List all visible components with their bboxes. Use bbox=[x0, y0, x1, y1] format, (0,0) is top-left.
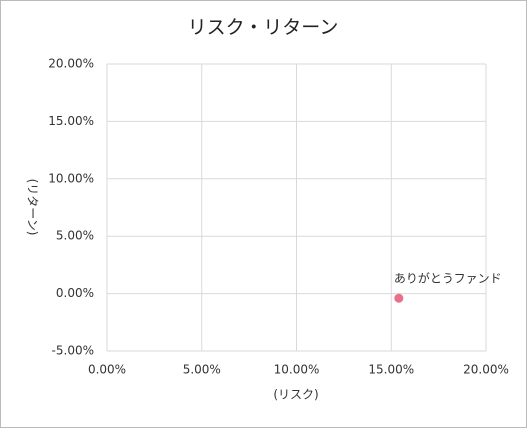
x-tick-label: 10.00% bbox=[274, 363, 320, 377]
point bbox=[394, 293, 404, 303]
y-tick-label: 15.00% bbox=[48, 114, 94, 128]
y-tick-label: 20.00% bbox=[48, 57, 94, 71]
data-label: ありがとうファンド bbox=[394, 271, 502, 286]
x-tick-label: 5.00% bbox=[183, 363, 221, 377]
x-axis-label: (リスク) bbox=[273, 388, 318, 402]
y-tick-label: -5.00% bbox=[52, 344, 94, 358]
y-tick-label: 0.00% bbox=[56, 286, 94, 300]
chart-title: リスク・リターン bbox=[188, 17, 339, 39]
x-tick-label: 0.00% bbox=[88, 363, 126, 377]
y-tick-label: 5.00% bbox=[56, 229, 94, 243]
x-tick-label: 20.00% bbox=[463, 363, 509, 377]
y-tick-label: 10.00% bbox=[48, 171, 94, 185]
y-axis-label: (リターン) bbox=[26, 179, 40, 236]
x-tick-label: 15.00% bbox=[368, 363, 414, 377]
